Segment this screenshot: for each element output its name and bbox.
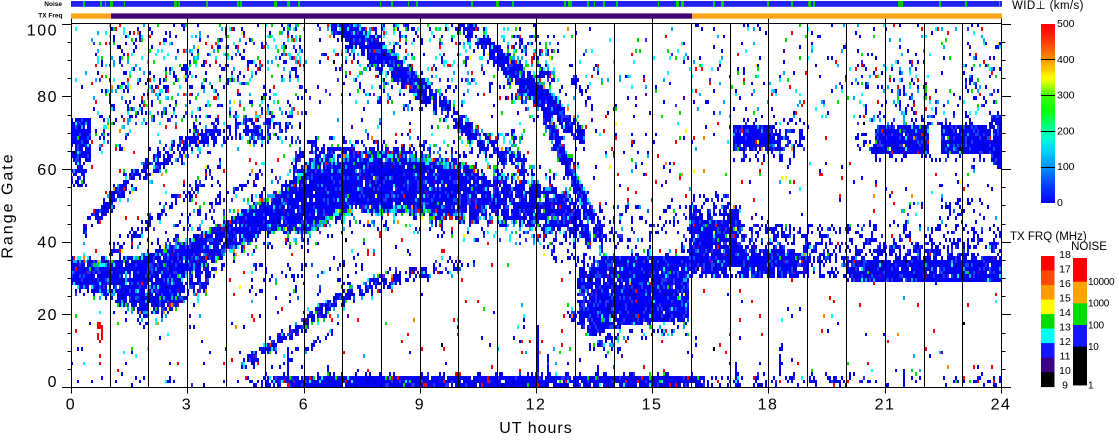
svg-text:6: 6 xyxy=(299,397,309,414)
svg-text:9: 9 xyxy=(1062,380,1068,392)
svg-text:17: 17 xyxy=(1059,263,1071,275)
svg-text:UT hours: UT hours xyxy=(499,420,573,435)
svg-text:10000: 10000 xyxy=(1088,277,1115,288)
svg-text:TX FRQ (MHz): TX FRQ (MHz) xyxy=(1010,231,1087,243)
svg-text:NOISE: NOISE xyxy=(1071,241,1107,253)
svg-text:1: 1 xyxy=(1088,380,1094,391)
svg-text:0: 0 xyxy=(66,397,76,414)
svg-text:0: 0 xyxy=(1057,197,1063,209)
svg-text:100: 100 xyxy=(27,22,58,39)
svg-text:Range Gate: Range Gate xyxy=(0,152,17,258)
svg-text:200: 200 xyxy=(1057,125,1075,137)
svg-text:80: 80 xyxy=(37,89,58,106)
svg-text:15: 15 xyxy=(642,397,663,414)
svg-text:18: 18 xyxy=(1059,249,1071,261)
svg-text:60: 60 xyxy=(37,162,58,179)
svg-text:15: 15 xyxy=(1059,292,1071,304)
svg-text:16: 16 xyxy=(1059,278,1071,290)
svg-text:1000: 1000 xyxy=(1088,299,1110,310)
svg-text:11: 11 xyxy=(1060,351,1071,363)
svg-text:100: 100 xyxy=(1088,320,1105,331)
svg-text:12: 12 xyxy=(526,397,547,414)
svg-text:100: 100 xyxy=(1057,161,1075,173)
svg-text:14: 14 xyxy=(1059,307,1071,319)
svg-text:TX Freq: TX Freq xyxy=(38,12,62,19)
svg-text:12: 12 xyxy=(1059,336,1071,348)
svg-text:WID⊥ (km/s): WID⊥ (km/s) xyxy=(1012,0,1084,12)
svg-text:24: 24 xyxy=(991,397,1012,414)
svg-text:20: 20 xyxy=(37,307,58,324)
svg-text:13: 13 xyxy=(1059,321,1071,333)
svg-text:500: 500 xyxy=(1057,18,1075,30)
svg-text:Noise: Noise xyxy=(44,1,62,8)
svg-text:3: 3 xyxy=(182,397,192,414)
svg-text:40: 40 xyxy=(37,234,58,251)
svg-text:21: 21 xyxy=(875,397,896,414)
svg-text:9: 9 xyxy=(415,397,425,414)
svg-text:300: 300 xyxy=(1057,90,1075,102)
svg-text:10: 10 xyxy=(1059,365,1071,377)
svg-text:400: 400 xyxy=(1057,54,1075,66)
svg-text:0: 0 xyxy=(48,374,58,391)
svg-text:10: 10 xyxy=(1088,342,1099,353)
svg-text:18: 18 xyxy=(758,397,779,414)
